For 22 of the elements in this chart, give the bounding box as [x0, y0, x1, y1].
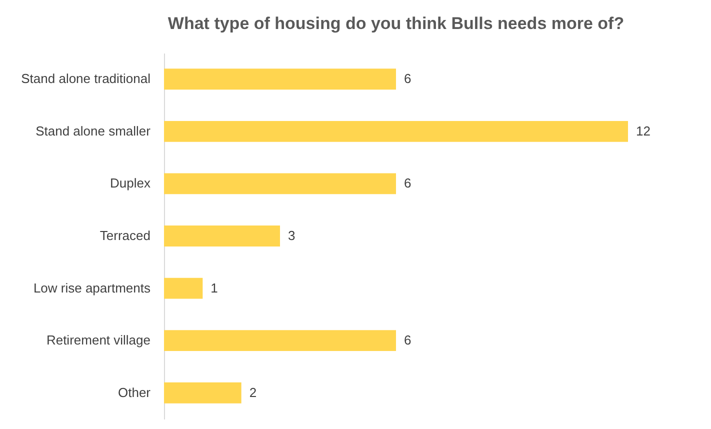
y-tick-label: Other: [118, 384, 152, 400]
bar: [164, 173, 396, 194]
y-tick-label: Terraced: [100, 228, 150, 243]
y-tick-label: Low rise apartments: [33, 280, 151, 296]
data-label: 6: [404, 332, 412, 348]
data-label: 6: [404, 176, 412, 191]
bar: [164, 226, 280, 246]
y-tick-label: Retirement village: [46, 332, 150, 348]
bar: [164, 330, 396, 352]
chart-title: What type of housing do you think Bulls needs more of?: [168, 14, 624, 33]
data-label: 12: [636, 123, 650, 138]
bar: [164, 68, 396, 90]
data-label: 6: [404, 71, 412, 86]
y-tick-label: Duplex: [110, 176, 151, 191]
data-label: 1: [210, 280, 218, 296]
data-label: 3: [288, 228, 296, 243]
data-label: 2: [249, 384, 257, 400]
bar: [164, 278, 203, 299]
y-tick-label: Stand alone smaller: [36, 123, 152, 138]
y-tick-label: Stand alone traditional: [21, 71, 151, 86]
bar: [164, 120, 628, 142]
bar: [164, 382, 242, 404]
